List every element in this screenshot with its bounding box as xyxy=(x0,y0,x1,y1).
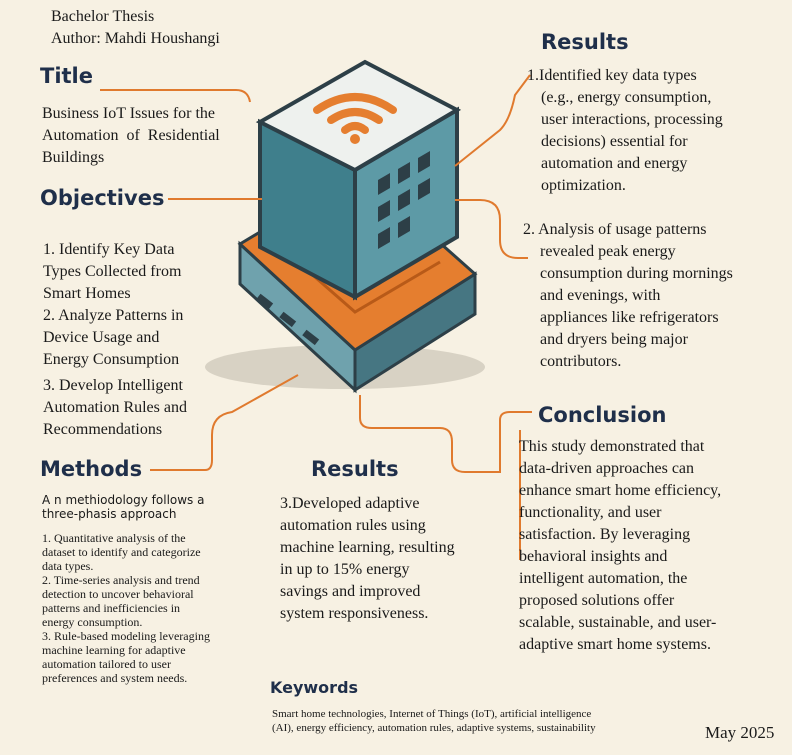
objective-line: 2. Analyze Patterns in xyxy=(43,307,184,324)
result-line: user interactions, processing xyxy=(541,111,723,128)
result-line: 2. Analysis of usage patterns xyxy=(523,221,707,238)
result-line: optimization. xyxy=(541,177,626,194)
result-line: automation rules using xyxy=(280,517,426,534)
result-line: and dryers being major xyxy=(540,331,688,348)
method-line: patterns and inefficiencies in xyxy=(42,601,181,615)
conclusion-line: This study demonstrated that xyxy=(519,438,705,455)
methods-intro: A n methiodology follows a three-phasis … xyxy=(42,493,204,521)
results-item-2: 2. Analysis of usage patterns revealed p… xyxy=(523,219,733,373)
title-line: Business IoT Issues for the xyxy=(42,105,216,122)
method-line: detection to uncover behavioral xyxy=(42,587,194,601)
conclusion-line: intelligent automation, the xyxy=(519,570,688,587)
conclusion-line: functionality, and user xyxy=(519,504,662,521)
conclusion-line: proposed solutions offer xyxy=(519,592,675,609)
objective-line: Energy Consumption xyxy=(43,351,180,368)
results-item-1: 1.Identified key data types (e.g., energ… xyxy=(527,65,723,197)
method-line: 3. Rule-based modeling leveraging xyxy=(42,629,210,643)
objectives-heading: Objectives xyxy=(40,186,165,210)
objective-line: Types Collected from xyxy=(43,263,182,280)
methods-intro-line: three-phasis approach xyxy=(42,507,177,521)
conclusion-line: enhance smart home efficiency, xyxy=(519,482,722,499)
result-line: 1.Identified key data types xyxy=(527,67,697,84)
methods-intro-line: A n methiodology follows a xyxy=(42,493,205,507)
conclusion-text: This study demonstrated that data-driven… xyxy=(519,436,721,656)
conclusion-line: satisfaction. By leveraging xyxy=(519,526,691,543)
thesis-author: Author: Mahdi Houshangi xyxy=(51,30,220,47)
conclusion-line: scalable, sustainable, and user- xyxy=(519,614,717,631)
method-line: energy consumption. xyxy=(42,615,143,629)
objective-line: Smart Homes xyxy=(43,285,131,302)
title-line: Buildings xyxy=(42,149,105,166)
objectives-list: 1. Identify Key Data Types Collected fro… xyxy=(43,239,187,441)
results-heading: Results xyxy=(541,30,629,54)
result-line: system responsiveness. xyxy=(280,605,429,622)
title-heading: Title xyxy=(40,64,94,88)
smart-home-hub-illustration xyxy=(205,59,485,394)
method-line: dataset to identify and categorize xyxy=(42,545,201,559)
methods-heading: Methods xyxy=(40,457,143,481)
objective-line: 3. Develop Intelligent xyxy=(43,377,183,394)
result-line: consumption during mornings xyxy=(540,265,733,282)
objective-line: 1. Identify Key Data xyxy=(43,241,175,258)
method-line: automation tailored to user xyxy=(42,657,171,671)
keywords-line: (AI), energy efficiency, automation rule… xyxy=(272,722,596,734)
conclusion-line: adaptive smart home systems. xyxy=(519,636,711,653)
result-line: revealed peak energy xyxy=(540,243,676,260)
result-line: decisions) essential for xyxy=(541,133,688,150)
keywords-text: Smart home technologies, Internet of Thi… xyxy=(272,707,596,735)
thesis-type: Bachelor Thesis xyxy=(51,8,155,25)
thesis-header: Bachelor Thesis Author: Mahdi Houshangi xyxy=(51,6,220,50)
title-line: Automation of Residential xyxy=(42,127,220,144)
result-line: in up to 15% energy xyxy=(280,561,410,578)
results-heading-2: Results xyxy=(311,457,399,481)
objective-line: Device Usage and xyxy=(43,329,160,346)
objective-line: Recommendations xyxy=(43,421,163,438)
result-line: machine learning, resulting xyxy=(280,539,455,556)
methods-list: 1. Quantitative analysis of the dataset … xyxy=(42,531,210,685)
conclusion-line: data-driven approaches can xyxy=(519,460,695,477)
wifi-icon xyxy=(313,93,397,134)
result-line: and evenings, with xyxy=(540,287,661,304)
method-line: preferences and system needs. xyxy=(42,671,188,685)
result-line: appliances like refrigerators xyxy=(540,309,719,326)
method-line: data types. xyxy=(42,559,94,573)
objective-line: Automation Rules and xyxy=(43,399,187,416)
results-item-3: 3.Developed adaptive automation rules us… xyxy=(280,493,455,625)
title-text: Business IoT Issues for the Automation o… xyxy=(42,103,220,169)
keywords-heading: Keywords xyxy=(270,678,359,697)
result-line: 3.Developed adaptive xyxy=(280,495,420,512)
method-line: 2. Time-series analysis and trend xyxy=(42,573,200,587)
hub-cube xyxy=(255,59,462,301)
keywords-line: Smart home technologies, Internet of Thi… xyxy=(272,708,592,720)
method-line: 1. Quantitative analysis of the xyxy=(42,531,186,545)
conclusion-heading: Conclusion xyxy=(538,403,667,427)
result-line: (e.g., energy consumption, xyxy=(541,89,712,106)
building-windows-icon xyxy=(378,151,430,249)
conclusion-line: behavioral insights and xyxy=(519,548,668,565)
method-line: machine learning for adaptive xyxy=(42,643,186,657)
result-line: automation and energy xyxy=(541,155,688,172)
publication-date: May 2025 xyxy=(705,723,775,742)
result-line: savings and improved xyxy=(280,583,421,600)
result-line: contributors. xyxy=(540,353,622,370)
